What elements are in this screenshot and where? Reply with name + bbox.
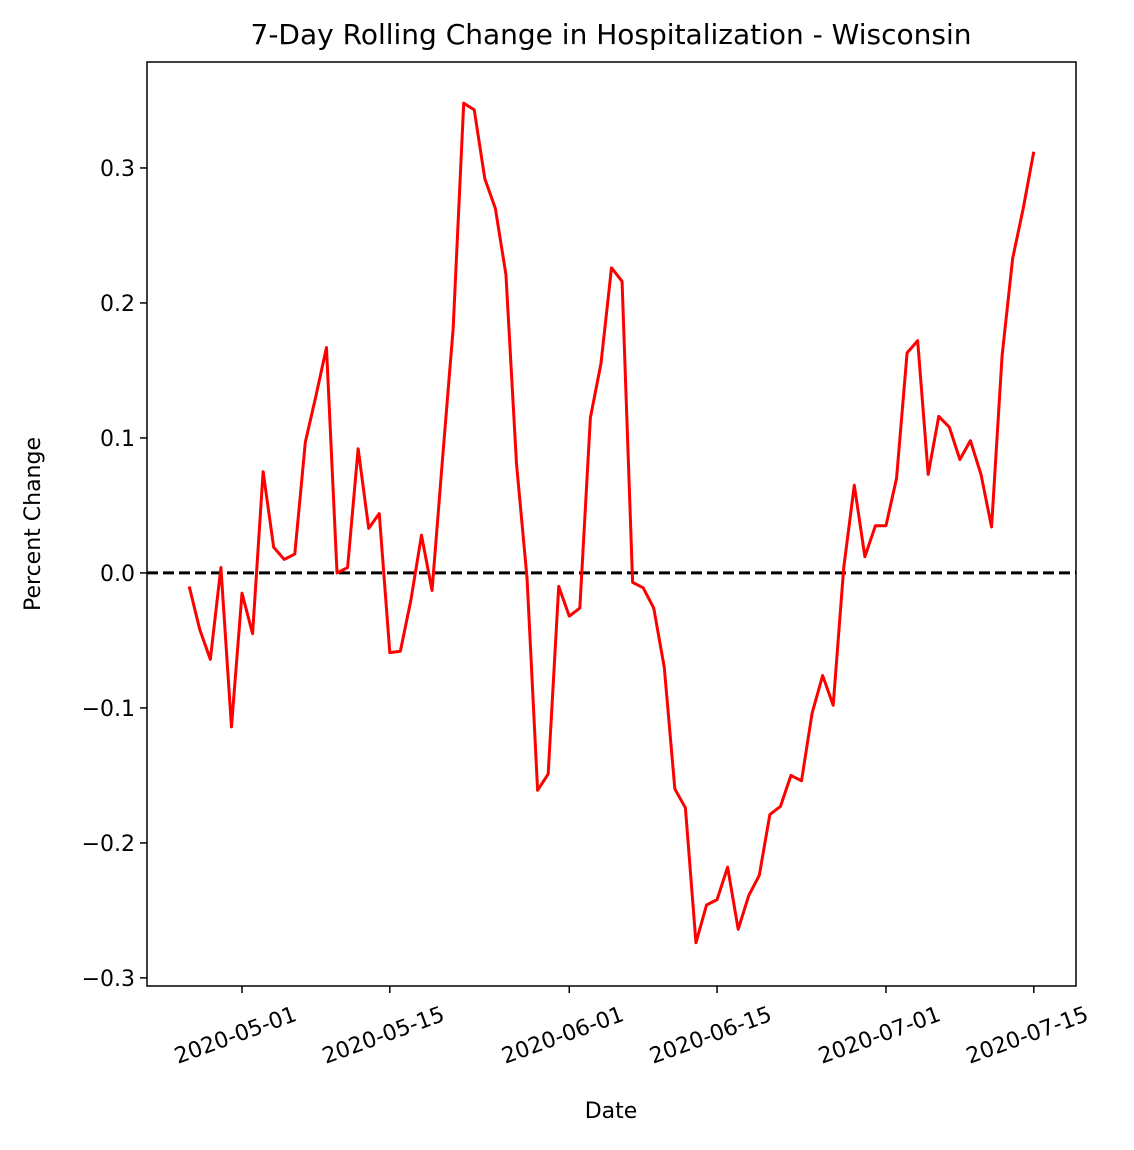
- y-tick-label: 0.0: [100, 562, 135, 587]
- y-axis-label: Percent Change: [21, 437, 46, 611]
- x-axis-label: Date: [585, 1099, 638, 1124]
- x-tick-label: 2020-06-01: [499, 1002, 628, 1069]
- y-tick-label: −0.1: [82, 697, 135, 722]
- y-tick-label: −0.2: [82, 832, 135, 857]
- plot-frame: [146, 61, 1077, 987]
- y-tick-label: 0.3: [100, 157, 135, 182]
- x-tick-label: 2020-06-15: [646, 1002, 775, 1069]
- y-tick-label: 0.2: [100, 292, 135, 317]
- x-tick-label: 2020-05-15: [319, 1002, 448, 1069]
- y-tick-label: 0.1: [100, 427, 135, 452]
- y-tick-label: −0.3: [82, 967, 135, 992]
- x-tick-label: 2020-07-01: [815, 1002, 944, 1069]
- x-tick-label: 2020-05-01: [171, 1002, 300, 1069]
- chart-title: 7-Day Rolling Change in Hospitalization …: [251, 18, 972, 51]
- x-tick-label: 2020-07-15: [963, 1002, 1092, 1069]
- data-line: [187, 101, 1036, 945]
